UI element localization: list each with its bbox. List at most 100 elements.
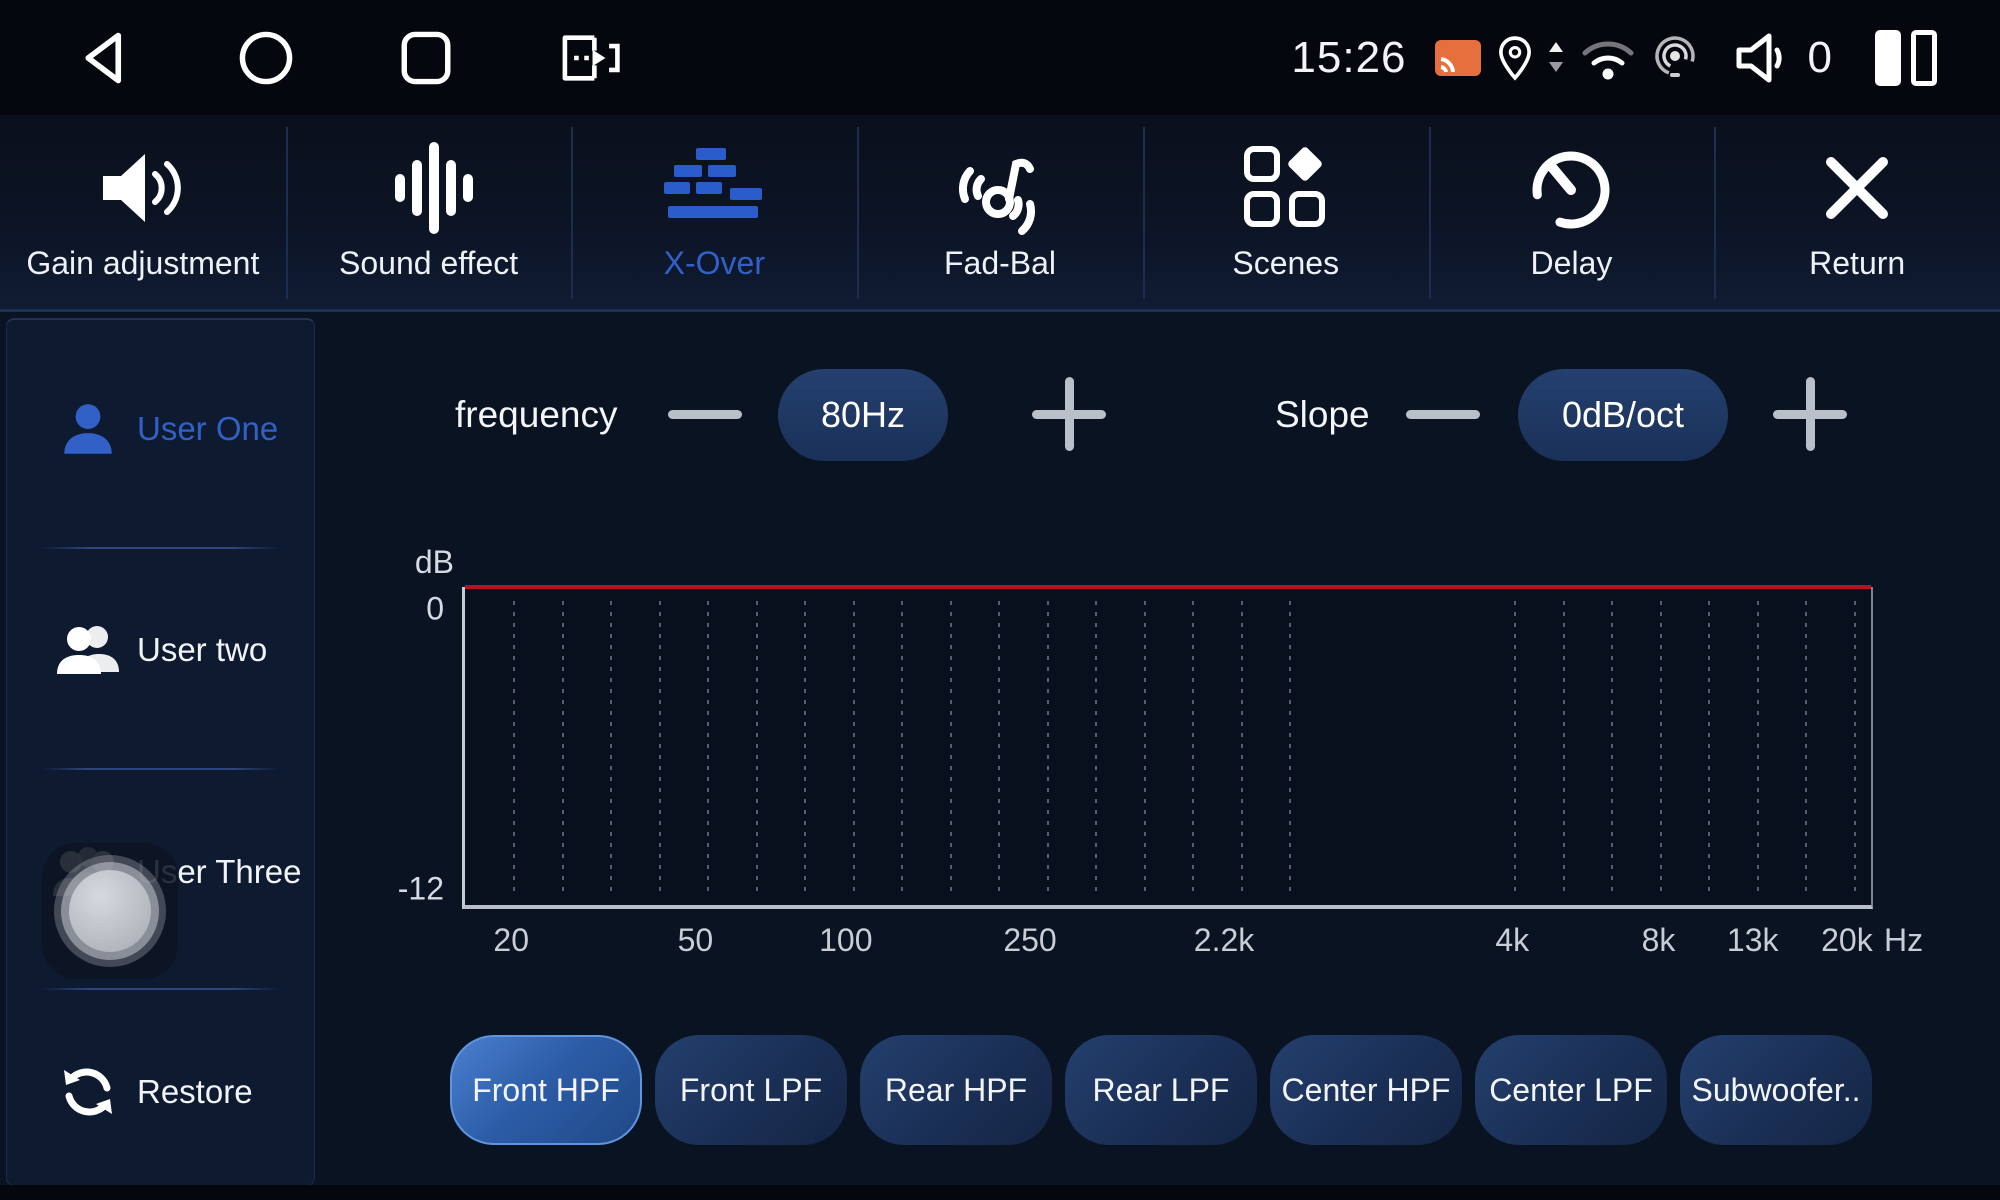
gridline — [804, 601, 807, 893]
gridline — [561, 601, 564, 893]
x-tick: 20k — [1821, 922, 1873, 958]
y-tick: 0 — [426, 590, 444, 627]
user-double-icon — [53, 622, 123, 678]
sidebar-divider — [41, 768, 280, 770]
filter-center-lpf[interactable]: Center LPF — [1475, 1035, 1667, 1145]
x-tick: 100 — [819, 922, 873, 958]
assistive-touch-ring — [54, 855, 166, 967]
gridline — [1289, 601, 1292, 893]
frequency-increase-button[interactable] — [1031, 376, 1107, 452]
sidebar-item-label: Restore — [137, 1073, 253, 1110]
gridline — [513, 601, 516, 893]
home-icon[interactable] — [237, 0, 295, 115]
slope-decrease-button[interactable] — [1405, 376, 1481, 452]
exit-app-icon[interactable] — [551, 0, 623, 115]
filter-front-hpf[interactable]: Front HPF — [450, 1035, 642, 1145]
updown-arrows-icon — [1548, 41, 1564, 75]
status-bar: 15:26 — [0, 0, 2000, 118]
gridline — [1514, 601, 1517, 893]
x-tick: 8k — [1641, 922, 1676, 958]
x-tick: 250 — [1003, 922, 1057, 958]
tab-label: Sound effect — [339, 245, 519, 281]
status-indicators: 15:26 — [1291, 0, 1937, 115]
channel-filter-row: Front HPF Front LPF Rear HPF Rear LPF Ce… — [450, 1035, 1872, 1145]
gridline — [1562, 601, 1565, 893]
tab-label: Fad-Bal — [943, 245, 1057, 281]
music-note-waves-icon — [948, 133, 1052, 243]
frequency-value[interactable]: 80Hz — [778, 369, 948, 461]
user-preset-panel: User One User two — [6, 318, 315, 1186]
tab-label: Scenes — [1232, 245, 1340, 281]
y-tick: -12 — [397, 870, 444, 907]
sidebar-item-user-one[interactable]: User One — [7, 369, 314, 489]
gridline — [1143, 601, 1146, 893]
frequency-decrease-button[interactable] — [667, 376, 743, 452]
filter-rear-lpf[interactable]: Rear LPF — [1065, 1035, 1257, 1145]
gridline — [707, 601, 710, 893]
hotspot-icon — [1652, 35, 1698, 81]
timer-icon — [1525, 133, 1617, 243]
cast-icon — [1434, 38, 1482, 78]
tab-sound-effect[interactable]: Sound effect — [285, 115, 572, 309]
location-icon — [1497, 35, 1533, 81]
slope-value[interactable]: 0dB/oct — [1518, 369, 1728, 461]
filter-front-lpf[interactable]: Front LPF — [655, 1035, 847, 1145]
gridline — [1708, 601, 1711, 893]
back-icon[interactable] — [75, 0, 139, 115]
gridline — [1240, 601, 1243, 893]
tab-label: Return — [1809, 245, 1906, 281]
top-tab-bar: Gain adjustment Sound effect — [0, 115, 2000, 312]
gridline — [1095, 601, 1098, 893]
frequency-label: frequency — [455, 394, 618, 435]
clock: 15:26 — [1291, 32, 1407, 82]
gridline — [949, 601, 952, 893]
assistive-touch-button[interactable] — [42, 843, 178, 979]
volume-level: 0 — [1807, 32, 1832, 82]
gridline — [1046, 601, 1049, 893]
gridline — [852, 601, 855, 893]
x-tick: 4k — [1495, 922, 1530, 958]
gridline — [1192, 601, 1195, 893]
tab-return[interactable]: Return — [1714, 115, 2000, 309]
sidebar-item-label: User One — [137, 410, 279, 447]
sidebar-item-user-two[interactable]: User two — [7, 590, 314, 710]
user-single-icon — [53, 401, 123, 457]
tab-fad-bal[interactable]: Fad-Bal — [857, 115, 1143, 309]
gridline — [1756, 601, 1759, 893]
filter-rear-hpf[interactable]: Rear HPF — [860, 1035, 1052, 1145]
gridline — [755, 601, 758, 893]
x-tick: 2.2k — [1193, 922, 1255, 958]
restore-icon — [53, 1063, 123, 1121]
filter-center-hpf[interactable]: Center HPF — [1270, 1035, 1462, 1145]
sidebar-item-label: User two — [137, 631, 268, 668]
y-axis-unit-label: dB — [414, 544, 454, 580]
recents-icon[interactable] — [397, 0, 455, 115]
bottom-strip — [0, 1185, 2000, 1200]
tab-x-over[interactable]: X-Over — [571, 115, 857, 309]
gridline — [998, 601, 1001, 893]
x-tick: 20 — [493, 922, 529, 958]
x-tick: 13k — [1726, 922, 1779, 958]
volume-icon — [1733, 30, 1791, 86]
gridline — [1853, 601, 1856, 893]
gridline — [1659, 601, 1662, 893]
gridline — [610, 601, 613, 893]
sidebar-item-restore[interactable]: Restore — [7, 1032, 314, 1152]
equalizer-bars-icon — [381, 133, 477, 243]
gridline — [658, 601, 661, 893]
y-axis-ticks: 0 -12 — [388, 587, 444, 907]
tab-scenes[interactable]: Scenes — [1142, 115, 1429, 309]
tab-delay[interactable]: Delay — [1428, 115, 1715, 309]
sidebar-divider — [41, 988, 280, 990]
x-axis-ticks: 20 50 100 250 2.2k 4k 8k 13k 20k — [462, 922, 1872, 974]
filter-subwoofer[interactable]: Subwoofer.. — [1680, 1035, 1872, 1145]
speaker-icon — [95, 133, 191, 243]
slope-increase-button[interactable] — [1772, 376, 1848, 452]
screen-split-icon — [1875, 29, 1937, 86]
grid-diamond-icon — [1240, 133, 1332, 243]
x-tick: 50 — [677, 922, 714, 958]
tab-label: Gain adjustment — [26, 245, 260, 281]
slope-label: Slope — [1275, 394, 1370, 435]
tab-gain-adjustment[interactable]: Gain adjustment — [0, 115, 286, 309]
